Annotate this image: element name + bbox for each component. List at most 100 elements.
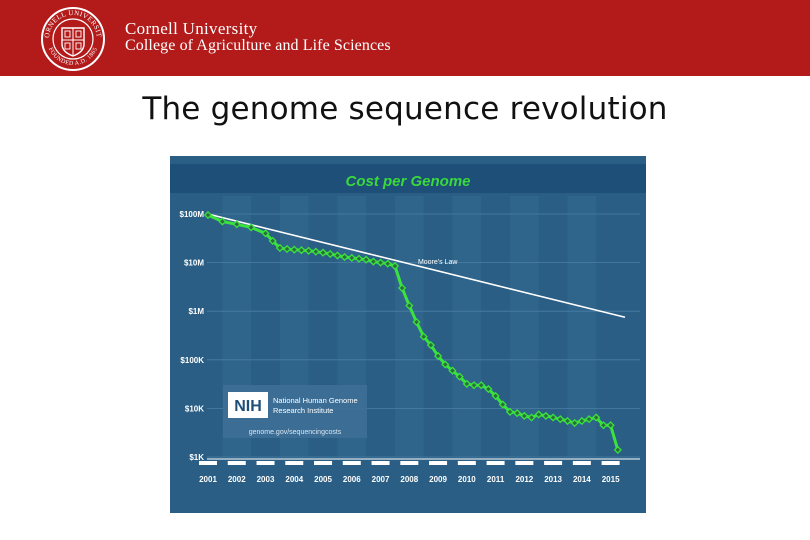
x-tick-label: 2002	[228, 475, 246, 484]
data-point	[398, 283, 407, 293]
data-point	[570, 418, 579, 428]
data-point	[318, 248, 328, 257]
data-point	[448, 366, 457, 375]
x-tick-label: 2001	[199, 475, 217, 484]
data-point	[599, 421, 608, 430]
year-band	[452, 196, 482, 457]
data-point	[203, 210, 213, 220]
data-point	[290, 245, 299, 254]
data-point	[613, 445, 622, 455]
data-point	[491, 391, 500, 401]
y-tick-label: $10K	[185, 404, 204, 413]
data-point	[541, 411, 551, 421]
data-point	[376, 258, 385, 267]
data-point	[297, 246, 306, 255]
data-point	[484, 384, 493, 394]
x-tick-label: 2011	[487, 475, 505, 484]
university-name: Cornell University	[125, 19, 258, 38]
x-tick-label: 2012	[515, 475, 533, 484]
nih-mark-box	[228, 392, 268, 418]
year-bands	[222, 196, 597, 457]
year-band	[567, 196, 597, 457]
nih-mark: NIH	[234, 398, 262, 415]
x-tick-label: 2010	[458, 475, 476, 484]
data-point	[469, 381, 479, 390]
x-tick-mark	[601, 461, 620, 465]
x-tick-label: 2005	[314, 475, 332, 484]
data-point	[548, 413, 558, 422]
data-point	[261, 229, 270, 238]
nih-name-line-2: Research Institute	[273, 406, 333, 415]
chart-title-bar	[170, 164, 646, 193]
data-point	[513, 408, 522, 418]
moores-law-trend: Moore's Law	[207, 213, 626, 319]
chart-title: Cost per Genome	[345, 173, 470, 190]
data-point	[433, 351, 443, 361]
data-point	[326, 249, 335, 259]
x-tick-mark	[572, 461, 591, 465]
y-tick-label: $1M	[188, 307, 204, 316]
data-point	[232, 220, 241, 229]
x-tick-label: 2003	[257, 475, 275, 484]
data-point	[498, 400, 507, 409]
data-point	[426, 341, 435, 350]
x-tick-label: 2013	[544, 475, 562, 484]
moores-law-line	[207, 213, 626, 319]
nih-name-line-1: National Human Genome	[273, 396, 358, 405]
x-tick-label: 2007	[372, 475, 390, 484]
cost-per-genome-chart: Cost per Genome $100M $10M $1M $100K $10K $1K…	[170, 156, 646, 513]
y-tick-label: $10M	[184, 259, 204, 268]
chart-svg: Cost per Genome $100M $10M $1M $100K $10K $1K…	[170, 156, 646, 513]
x-tick-label: 2014	[573, 475, 591, 484]
x-tick-mark	[256, 461, 275, 465]
data-point	[383, 259, 392, 268]
data-point	[563, 416, 572, 426]
data-point	[354, 254, 364, 263]
data-point	[340, 252, 349, 262]
x-tick-mark	[342, 461, 361, 465]
x-tick-mark	[199, 461, 217, 465]
data-point	[304, 246, 313, 255]
data-point	[218, 217, 227, 226]
data-point	[369, 257, 378, 266]
nih-logo-box: NIH National Human Genome Research Insti…	[223, 385, 367, 438]
data-point	[592, 413, 601, 422]
y-tick-label: $1K	[189, 453, 204, 462]
x-tick-mark	[515, 461, 534, 465]
cost-markers	[203, 210, 622, 455]
data-point	[534, 410, 543, 419]
x-tick-mark	[429, 461, 448, 465]
x-tick-mark	[285, 461, 304, 465]
data-point	[462, 379, 471, 388]
data-point	[606, 421, 615, 430]
data-point	[577, 416, 586, 426]
x-tick-mark	[314, 461, 333, 465]
x-tick-mark	[371, 461, 390, 465]
data-point	[311, 247, 320, 256]
data-point	[275, 243, 285, 253]
svg-text:CORNELL UNIVERSITY: CORNELL UNIVERSITY	[40, 6, 103, 38]
x-tick-label: 2008	[400, 475, 418, 484]
y-tick-label: $100K	[180, 356, 204, 365]
cornell-seal-logo: CORNELL UNIVERSITY FOUNDED A.D. 1865	[40, 6, 105, 71]
x-axis-ticks: 2001 2002 2003 2004 2005 2006 2007 2008 2009 2010…	[199, 458, 640, 484]
data-point	[247, 223, 256, 232]
x-tick-mark	[400, 461, 419, 465]
y-axis-ticks: $100M $10M $1M $100K $10K $1K	[180, 210, 205, 462]
data-point	[405, 301, 414, 310]
x-tick-mark	[544, 461, 563, 465]
y-tick-label: $100M	[180, 210, 205, 219]
data-point	[527, 413, 536, 422]
data-point	[390, 261, 400, 271]
x-tick-mark	[486, 461, 505, 465]
nih-url: genome.gov/sequencingcosts	[249, 429, 342, 436]
data-point	[584, 415, 594, 424]
data-point	[268, 236, 277, 245]
data-point	[282, 244, 292, 254]
data-point	[455, 372, 464, 381]
x-tick-label: 2009	[429, 475, 447, 484]
data-point	[362, 255, 371, 264]
x-tick-label: 2004	[285, 475, 303, 484]
data-point	[556, 415, 565, 424]
data-point	[520, 411, 529, 421]
